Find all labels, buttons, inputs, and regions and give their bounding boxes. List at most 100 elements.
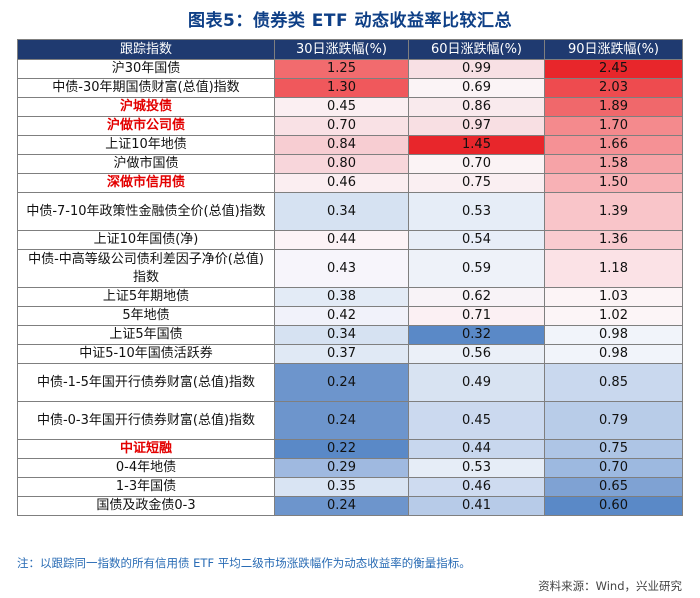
return-30d-cell: 1.30 [274, 78, 409, 98]
return-60d-cell: 0.99 [408, 59, 545, 79]
return-60d-cell: 0.53 [408, 458, 545, 478]
return-90d-cell: 1.58 [544, 154, 683, 174]
table-row: 沪做市公司债 0.70 0.97 1.70 [17, 116, 683, 136]
table-row: 1-3年国债 0.35 0.46 0.65 [17, 477, 683, 497]
return-60d-cell: 0.41 [408, 496, 545, 516]
table-row: 上证10年地债 0.84 1.45 1.66 [17, 135, 683, 155]
table-row: 0-4年地债 0.29 0.53 0.70 [17, 458, 683, 478]
return-90d-cell: 1.03 [544, 287, 683, 307]
index-name-cell: 沪做市国债 [17, 154, 275, 174]
return-60d-cell: 1.45 [408, 135, 545, 155]
table-row: 中债-30年期国债财富(总值)指数 1.30 0.69 2.03 [17, 78, 683, 98]
header-index: 跟踪指数 [17, 39, 275, 60]
table-row: 中证短融 0.22 0.44 0.75 [17, 439, 683, 459]
index-name-cell: 中证短融 [17, 439, 275, 459]
table-row: 沪城投债 0.45 0.86 1.89 [17, 97, 683, 117]
return-90d-cell: 1.89 [544, 97, 683, 117]
table-row: 深做市信用债 0.46 0.75 1.50 [17, 173, 683, 193]
table-row: 5年地债 0.42 0.71 1.02 [17, 306, 683, 326]
table-body: 沪30年国债 1.25 0.99 2.45 中债-30年期国债财富(总值)指数 1.30 0… [17, 59, 683, 516]
return-30d-cell: 0.46 [274, 173, 409, 193]
return-90d-cell: 1.36 [544, 230, 683, 250]
index-name-cell: 0-4年地债 [17, 458, 275, 478]
index-name-cell: 上证10年地债 [17, 135, 275, 155]
return-30d-cell: 0.80 [274, 154, 409, 174]
table-row: 中债-0-3年国开行债券财富(总值)指数 0.24 0.45 0.79 [17, 401, 683, 440]
return-30d-cell: 1.25 [274, 59, 409, 79]
index-name-cell: 中债-7-10年政策性金融债全价(总值)指数 [17, 192, 275, 231]
return-60d-cell: 0.53 [408, 192, 545, 231]
return-60d-cell: 0.32 [408, 325, 545, 345]
figure-title: 图表5：债券类 ETF 动态收益率比较汇总 [188, 11, 512, 31]
return-60d-cell: 0.44 [408, 439, 545, 459]
return-60d-cell: 0.56 [408, 344, 545, 364]
index-name-cell: 5年地债 [17, 306, 275, 326]
index-name-cell: 上证5年期地债 [17, 287, 275, 307]
return-90d-cell: 2.45 [544, 59, 683, 79]
return-30d-cell: 0.45 [274, 97, 409, 117]
return-30d-cell: 0.84 [274, 135, 409, 155]
table-row: 中债-中高等级公司债利差因子净价(总值)指数 0.43 0.59 1.18 [17, 249, 683, 288]
table-row: 中债-1-5年国开行债券财富(总值)指数 0.24 0.49 0.85 [17, 363, 683, 402]
return-30d-cell: 0.37 [274, 344, 409, 364]
index-name-cell: 中证5-10年国债活跃券 [17, 344, 275, 364]
return-30d-cell: 0.70 [274, 116, 409, 136]
return-60d-cell: 0.54 [408, 230, 545, 250]
return-60d-cell: 0.86 [408, 97, 545, 117]
index-name-cell: 沪城投债 [17, 97, 275, 117]
return-90d-cell: 1.66 [544, 135, 683, 155]
header-60d: 60日涨跌幅(%) [408, 39, 545, 60]
return-30d-cell: 0.24 [274, 363, 409, 402]
return-30d-cell: 0.43 [274, 249, 409, 288]
return-60d-cell: 0.97 [408, 116, 545, 136]
return-30d-cell: 0.44 [274, 230, 409, 250]
return-90d-cell: 1.70 [544, 116, 683, 136]
table-row: 中债-7-10年政策性金融债全价(总值)指数 0.34 0.53 1.39 [17, 192, 683, 231]
return-90d-cell: 1.50 [544, 173, 683, 193]
return-90d-cell: 1.02 [544, 306, 683, 326]
return-30d-cell: 0.24 [274, 401, 409, 440]
return-30d-cell: 0.38 [274, 287, 409, 307]
return-30d-cell: 0.42 [274, 306, 409, 326]
return-60d-cell: 0.62 [408, 287, 545, 307]
return-90d-cell: 2.03 [544, 78, 683, 98]
index-name-cell: 上证5年国债 [17, 325, 275, 345]
index-name-cell: 中债-中高等级公司债利差因子净价(总值)指数 [17, 249, 275, 288]
return-30d-cell: 0.24 [274, 496, 409, 516]
index-name-cell: 沪做市公司债 [17, 116, 275, 136]
table-row: 上证5年期地债 0.38 0.62 1.03 [17, 287, 683, 307]
return-30d-cell: 0.34 [274, 325, 409, 345]
return-60d-cell: 0.75 [408, 173, 545, 193]
return-90d-cell: 1.18 [544, 249, 683, 288]
index-name-cell: 国债及政金债0-3 [17, 496, 275, 516]
header-90d: 90日涨跌幅(%) [544, 39, 683, 60]
return-90d-cell: 0.60 [544, 496, 683, 516]
return-30d-cell: 0.22 [274, 439, 409, 459]
header-30d: 30日涨跌幅(%) [274, 39, 409, 60]
index-name-cell: 1-3年国债 [17, 477, 275, 497]
return-30d-cell: 0.35 [274, 477, 409, 497]
source-text: 资料来源：Wind，兴业研究 [538, 579, 682, 593]
table-row: 沪30年国债 1.25 0.99 2.45 [17, 59, 683, 79]
return-30d-cell: 0.29 [274, 458, 409, 478]
return-90d-cell: 1.39 [544, 192, 683, 231]
return-90d-cell: 0.65 [544, 477, 683, 497]
return-60d-cell: 0.49 [408, 363, 545, 402]
index-name-cell: 沪30年国债 [17, 59, 275, 79]
table-row: 国债及政金债0-3 0.24 0.41 0.60 [17, 496, 683, 516]
index-name-cell: 深做市信用债 [17, 173, 275, 193]
return-90d-cell: 0.79 [544, 401, 683, 440]
return-30d-cell: 0.34 [274, 192, 409, 231]
return-60d-cell: 0.71 [408, 306, 545, 326]
return-90d-cell: 0.85 [544, 363, 683, 402]
etf-return-table: 跟踪指数 30日涨跌幅(%) 60日涨跌幅(%) 90日涨跌幅(%) 沪30年国… [17, 39, 683, 516]
index-name-cell: 中债-30年期国债财富(总值)指数 [17, 78, 275, 98]
return-90d-cell: 0.70 [544, 458, 683, 478]
return-60d-cell: 0.45 [408, 401, 545, 440]
return-60d-cell: 0.46 [408, 477, 545, 497]
table-row: 上证5年国债 0.34 0.32 0.98 [17, 325, 683, 345]
return-90d-cell: 0.98 [544, 325, 683, 345]
index-name-cell: 中债-1-5年国开行债券财富(总值)指数 [17, 363, 275, 402]
return-90d-cell: 0.75 [544, 439, 683, 459]
return-60d-cell: 0.70 [408, 154, 545, 174]
